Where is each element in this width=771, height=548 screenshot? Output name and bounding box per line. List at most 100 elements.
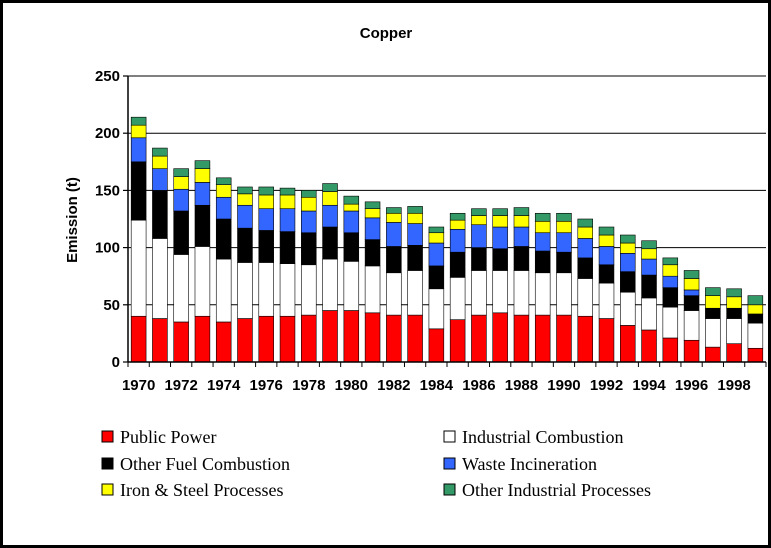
bar-segment [598,246,615,266]
bar-segment [471,224,487,248]
bar-segment [683,278,700,291]
bar-segment [428,328,445,363]
legend-label: Industrial Combustion [462,427,624,447]
bar-segment [215,196,232,220]
bar-segment [471,314,487,363]
bar-segment [215,218,232,260]
bar-segment [471,270,487,316]
bar-segment [194,168,211,183]
bar-segment [556,232,572,253]
bar-segment [641,274,657,299]
bar-segment [705,287,721,296]
bar-segment [279,263,296,317]
bar-segment [662,257,679,266]
bar-segment [194,315,211,363]
bar-segment [343,203,360,212]
bar-segment [194,204,211,247]
bar-segment [513,314,530,363]
bar-segment [386,212,402,223]
bar-segment [620,234,636,244]
bar-segment [662,275,679,288]
bar-segment [598,318,615,363]
bar-segment [641,248,657,260]
bar-segment [237,227,253,263]
bar-segment [620,271,636,293]
bar-segment [726,296,742,309]
tick-labels: 0 50 100 150 200 250 1970 1972 1974 1976 1978 1980 1… [95,68,751,394]
bar-segment [726,318,742,344]
bar-segment [173,321,189,363]
x-tick-label: 1970 [122,377,155,394]
bar-segment [343,310,360,363]
bar-segment [641,240,657,250]
bar-segment [237,186,253,195]
bar-segment [683,289,700,296]
legend-swatch [443,430,456,443]
legend: Public Power Industrial Combustion Other F… [101,427,651,500]
bar-segment [449,219,466,230]
x-tick-label: 1974 [207,377,241,394]
y-tick-label: 200 [95,125,120,142]
bar-segment [152,238,168,319]
x-tick-label: 1996 [675,377,708,394]
bar-segment [130,161,147,221]
legend-swatch [443,483,456,496]
bar-segment [577,238,593,259]
bar-segment [662,306,679,339]
bar-segment [747,347,764,363]
bar-segment [513,226,530,247]
bar-segment [428,242,445,267]
bar-segment [492,208,508,216]
bar-segment [598,234,615,247]
bar-segment [747,304,764,315]
bar-segment [215,258,232,323]
bar-segment [364,312,381,363]
x-tick-label: 1984 [420,377,454,394]
bar-segment [598,282,615,319]
bar-segment [258,186,274,196]
bar-segment [301,232,317,266]
bar-segment [407,212,423,224]
bar-segment [747,295,764,306]
y-tick-label: 50 [103,297,120,314]
bar-segment [471,247,487,271]
bar-segment [726,343,742,363]
legend-swatch [101,457,114,470]
bar-segment [407,206,423,214]
bar-segment [471,215,487,226]
bar-segment [407,245,423,271]
bar-segment [386,272,402,316]
bar-segment [322,191,338,206]
bar-segment [428,288,445,330]
x-tick-label: 1980 [335,377,368,394]
bar-segment [237,262,253,319]
bar-segment [513,215,530,228]
bar-segment [747,313,764,324]
bar-segment [301,264,317,316]
bar-segment [173,188,189,212]
bar-segment [279,315,296,363]
legend-label: Public Power [120,427,217,447]
bar-segment [301,196,317,212]
bar-segment [386,207,402,214]
bar-segment [301,314,317,363]
bar-segment [449,212,466,221]
legend-label: Iron & Steel Processes [120,480,283,500]
bar-segment [534,232,551,252]
bar-segment [705,318,721,348]
bar-segment [173,254,189,323]
bar-segment [577,315,593,363]
bar-segment [173,168,189,177]
bar-segment [237,318,253,363]
x-tick-label: 1990 [547,377,580,394]
bar-segment [620,253,636,272]
bar-segment [386,246,402,274]
bar-segment [343,195,360,205]
bar-segment [492,248,508,271]
bar-segment [258,230,274,263]
bar-segment [364,208,381,219]
bar-segment [152,168,168,191]
bar-segment [577,257,593,279]
bar-segment [407,223,423,246]
